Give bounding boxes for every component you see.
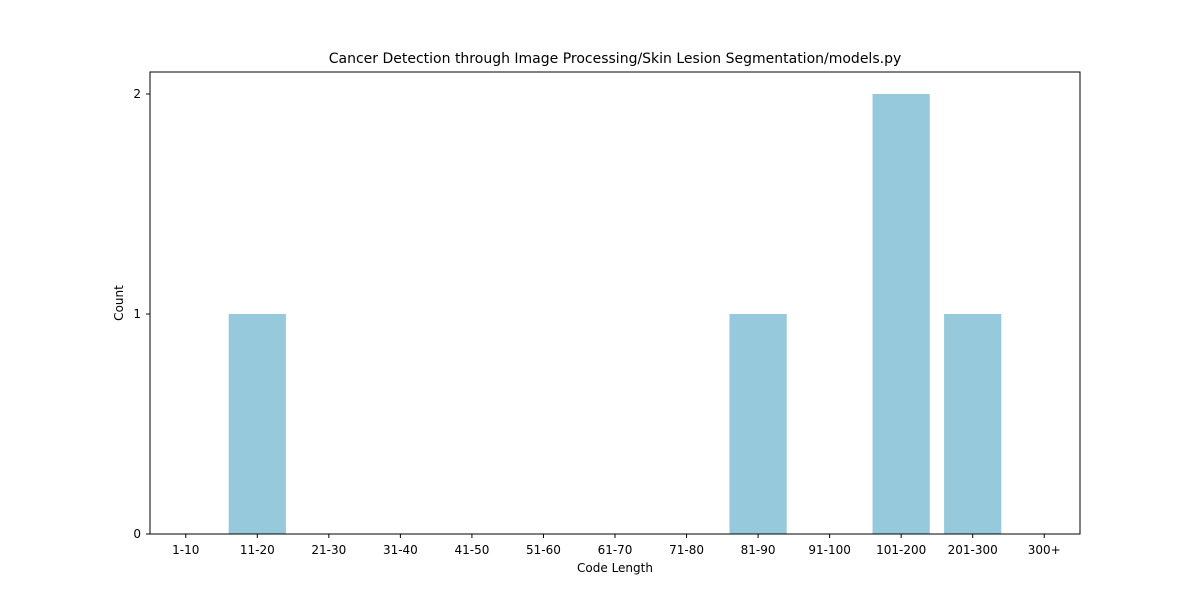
- x-axis-label: Code Length: [577, 561, 653, 575]
- x-tick-label: 300+: [1028, 543, 1061, 557]
- y-tick-label: 2: [133, 87, 141, 101]
- x-tick-label: 201-300: [948, 543, 998, 557]
- x-tick-label: 71-80: [669, 543, 704, 557]
- x-tick-label: 101-200: [876, 543, 926, 557]
- bar-201-300: [944, 314, 1002, 534]
- x-tick-label: 31-40: [383, 543, 418, 557]
- x-tick-label: 11-20: [240, 543, 275, 557]
- x-tick-label: 21-30: [311, 543, 346, 557]
- x-tick-label: 61-70: [598, 543, 633, 557]
- bars-group: [228, 94, 1002, 534]
- x-tick-label: 51-60: [526, 543, 561, 557]
- x-tick-label: 81-90: [741, 543, 776, 557]
- x-axis: 1-10 11-20 21-30 31-40 41-50 51-60 61-70 71-80 8…: [172, 534, 1061, 557]
- bar-81-90: [729, 314, 787, 534]
- bar-101-200: [872, 94, 930, 534]
- x-tick-label: 1-10: [172, 543, 199, 557]
- bar-11-20: [228, 314, 286, 534]
- y-tick-label: 0: [133, 527, 141, 541]
- y-axis-label: Count: [112, 285, 126, 321]
- chart-title: Cancer Detection through Image Processin…: [329, 51, 902, 67]
- plot-frame: [149, 71, 1081, 535]
- x-tick-label: 41-50: [454, 543, 489, 557]
- x-tick-label: 91-100: [808, 543, 851, 557]
- y-tick-label: 1: [133, 307, 141, 321]
- y-axis: 0 1 2: [133, 87, 150, 541]
